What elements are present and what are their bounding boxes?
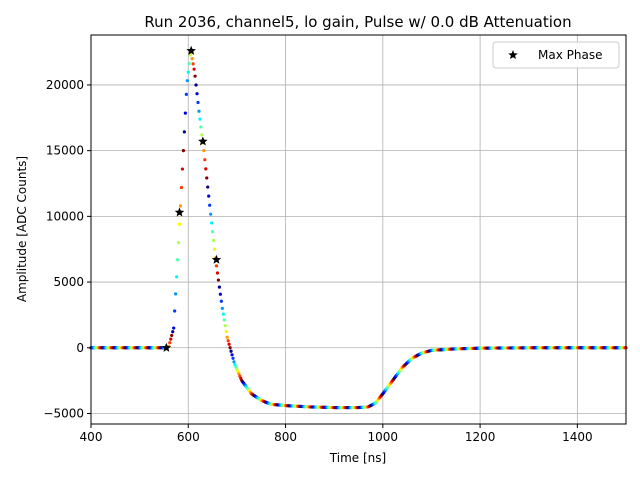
pulse-sample-dot <box>175 275 179 279</box>
pulse-sample-dot <box>172 326 176 330</box>
pulse-sample-dot <box>178 204 183 208</box>
pulse-sample-dot <box>227 342 231 346</box>
max-phase-star <box>198 136 208 146</box>
pulse-sample-dot <box>191 62 195 66</box>
pulse-sample-dot <box>186 70 190 74</box>
x-tick-label: 400 <box>80 430 103 444</box>
pulse-sample-dot <box>216 278 221 282</box>
pulse-sample-dot <box>171 330 175 334</box>
pulse-sample-dot <box>203 158 207 162</box>
pulse-sample-dot <box>222 318 226 322</box>
pulse-sample-dot <box>204 167 208 171</box>
y-tick-label: −5000 <box>43 406 84 420</box>
pulse-sample-dot <box>193 74 197 78</box>
pulse-sample-dot <box>181 149 186 153</box>
y-tick-label: 20000 <box>46 78 84 92</box>
legend: Max Phase <box>492 41 620 69</box>
pulse-sample-dot <box>225 335 229 339</box>
pulse-sample-dot <box>200 133 204 137</box>
pulse-sample-dot <box>210 230 215 234</box>
x-tick-label: 600 <box>177 430 200 444</box>
max-phase-star <box>211 254 222 264</box>
pulse-sample-dot <box>210 221 214 225</box>
pulse-sample-dot <box>223 324 227 328</box>
pulse-sample-dot <box>176 241 181 245</box>
pulse-sample-dot <box>187 61 191 66</box>
x-tick-label: 1400 <box>562 430 593 444</box>
plot-area <box>91 35 626 424</box>
pulse-sample-dot <box>195 92 199 96</box>
max-phase-star <box>174 207 185 217</box>
y-tick-label: 10000 <box>46 209 84 223</box>
pulse-sample-dot <box>196 100 200 105</box>
chart-title: Run 2036, channel5, lo gain, Pulse w/ 0.… <box>144 13 571 31</box>
pulse-sample-dot <box>194 83 198 87</box>
pulse-sample-dot <box>184 92 188 96</box>
pulse-sample-dot <box>180 167 185 171</box>
grid-lines <box>90 35 626 424</box>
pulse-sample-dot <box>220 306 224 310</box>
x-axis-ticks: 400 600 800 1000 1200 1400 <box>80 424 593 444</box>
pulse-sample-dot <box>197 109 201 113</box>
legend-box <box>492 41 620 69</box>
max-phase-star <box>161 342 172 352</box>
pulse-sample-dot <box>218 292 222 296</box>
pulse-sample-dot <box>206 185 210 189</box>
pulse-sample-dot <box>208 203 212 207</box>
y-axis-label: Amplitude [ADC Counts] <box>15 156 29 302</box>
pulse-sample-dot <box>209 212 213 216</box>
pulse-sample-dot <box>207 194 211 198</box>
pulse-sample-dot <box>185 79 189 83</box>
pulse-sample-dot <box>177 222 182 226</box>
pulse-sample-dot <box>211 238 216 243</box>
pulse-sample-dot <box>173 309 177 313</box>
pulse-sample-dot <box>228 346 232 350</box>
pulse-sample-dot <box>183 111 187 115</box>
x-tick-label: 1200 <box>465 430 496 444</box>
x-axis-label: Time [ns] <box>329 451 386 465</box>
pulse-sample-dot <box>179 185 184 190</box>
y-tick-label: 0 <box>76 341 84 355</box>
legend-label-max-phase: Max Phase <box>538 48 602 62</box>
pulse-sample-dot <box>175 258 180 262</box>
pulse-sample-dot <box>174 292 178 296</box>
pulse-sample-dot <box>212 247 217 251</box>
x-tick-label: 800 <box>274 430 297 444</box>
pulse-sample-dot <box>202 149 206 153</box>
pulse-sample-dot <box>232 360 236 364</box>
pulse-sample-dot <box>230 353 234 357</box>
pulse-sample-dot <box>199 125 203 129</box>
pulse-sample-dot <box>170 333 174 338</box>
pulse-sample-dot <box>190 57 194 61</box>
pulse-sample-dot <box>214 264 219 268</box>
max-phase-star <box>186 45 196 55</box>
max-phase-series <box>161 45 222 352</box>
pulse-sample-dot <box>168 341 172 345</box>
pulse-sample-dot <box>169 337 173 341</box>
pulse-sample-dot <box>215 271 220 275</box>
legend-star-marker <box>508 50 518 60</box>
y-tick-label: 15000 <box>46 144 84 158</box>
y-axis-ticks: −5000 0 5000 10000 15000 20000 <box>43 78 91 420</box>
y-tick-label: 5000 <box>53 275 84 289</box>
pulse-sample-dot <box>219 299 223 303</box>
pulse-sample-dot <box>198 117 202 121</box>
plot-frame <box>90 34 627 425</box>
x-tick-label: 1000 <box>368 430 399 444</box>
pulse-sample-dot <box>224 329 228 334</box>
pulse-sample-dot <box>205 176 209 180</box>
pulse-sample-dot <box>182 130 186 134</box>
pulse-sample-dot <box>221 312 225 316</box>
pulse-sample-dot <box>226 339 230 343</box>
pulse-sample-dot <box>231 356 235 360</box>
pulse-sample-dot <box>217 285 221 289</box>
pulse-sample-dot <box>192 67 196 71</box>
pulse-sample-dot <box>229 349 233 353</box>
